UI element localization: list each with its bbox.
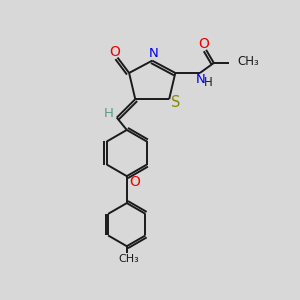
Text: N: N <box>196 74 206 86</box>
Text: O: O <box>109 45 120 59</box>
Text: N: N <box>149 47 159 60</box>
Text: S: S <box>171 95 180 110</box>
Text: H: H <box>104 107 114 120</box>
Text: CH₃: CH₃ <box>118 254 139 263</box>
Text: O: O <box>198 37 209 51</box>
Text: O: O <box>129 175 140 189</box>
Text: CH₃: CH₃ <box>237 55 259 68</box>
Text: H: H <box>204 76 213 89</box>
